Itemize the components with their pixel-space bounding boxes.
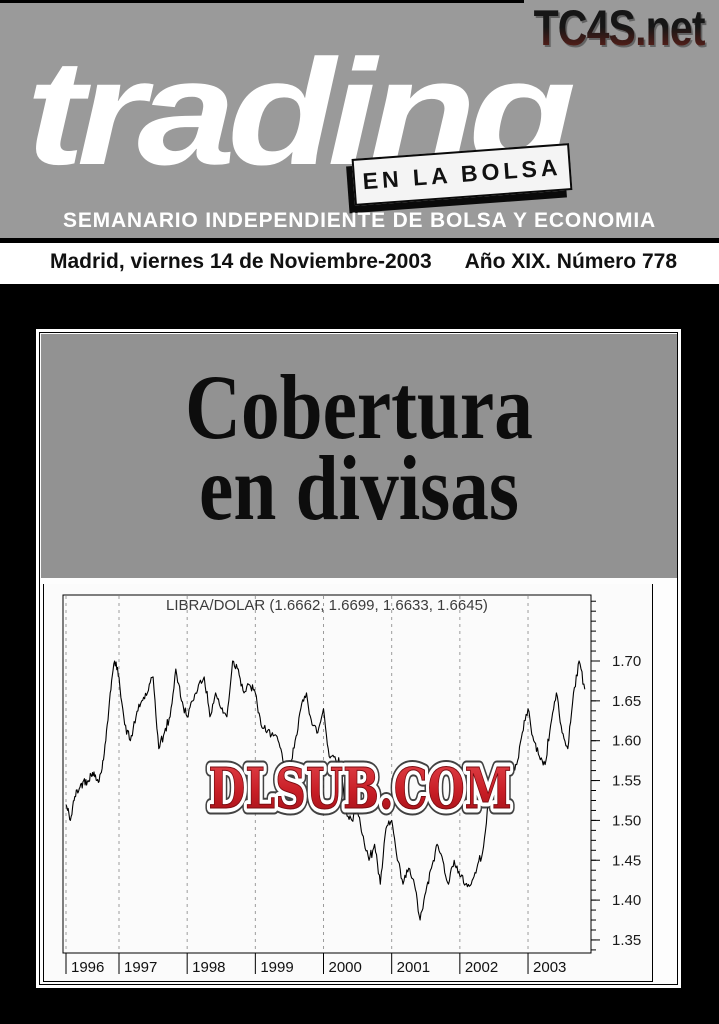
masthead-subtitle: SEMANARIO INDEPENDIENTE DE BOLSA Y ECONO… bbox=[63, 209, 656, 232]
cover-headline-line1: Cobertura bbox=[185, 356, 533, 458]
top-edge-line bbox=[0, 0, 524, 3]
svg-text:1.60: 1.60 bbox=[612, 733, 641, 750]
svg-text:1998: 1998 bbox=[192, 959, 225, 976]
svg-text:LIBRA/DOLAR (1.6662, 1.6699, 1: LIBRA/DOLAR (1.6662, 1.6699, 1.6633, 1.6… bbox=[166, 597, 488, 614]
svg-text:1999: 1999 bbox=[260, 959, 293, 976]
content-frame: Cobertura en divisas LIBRA/DOLAR (1.6662… bbox=[36, 329, 681, 988]
svg-text:1.70: 1.70 bbox=[612, 653, 641, 670]
cover-title-band: Cobertura en divisas bbox=[41, 334, 677, 578]
chart-panel: LIBRA/DOLAR (1.6662, 1.6699, 1.6633, 1.6… bbox=[43, 584, 653, 982]
svg-text:1.55: 1.55 bbox=[612, 773, 641, 790]
svg-text:1996: 1996 bbox=[71, 959, 104, 976]
issue-date: Madrid, viernes 14 de Noviembre-2003 bbox=[50, 250, 432, 273]
logo-tagline-text: EN LA BOLSA bbox=[361, 153, 563, 195]
svg-text:1997: 1997 bbox=[124, 959, 157, 976]
svg-text:2000: 2000 bbox=[329, 959, 362, 976]
dlsub-watermark-outer: DLSUB.COM bbox=[208, 755, 511, 821]
svg-text:1.45: 1.45 bbox=[612, 852, 641, 869]
svg-text:2002: 2002 bbox=[465, 959, 498, 976]
svg-text:1.40: 1.40 bbox=[612, 892, 641, 909]
cover-body: Cobertura en divisas LIBRA/DOLAR (1.6662… bbox=[0, 284, 719, 1024]
tc4s-watermark: TC4S.net bbox=[533, 0, 706, 56]
svg-text:1.65: 1.65 bbox=[612, 693, 641, 710]
masthead: TC4S.net trading EN LA BOLSA SEMANARIO I… bbox=[0, 0, 719, 238]
svg-text:1.50: 1.50 bbox=[612, 812, 641, 829]
svg-text:1.35: 1.35 bbox=[612, 932, 641, 949]
cover-headline-line2: en divisas bbox=[199, 437, 519, 539]
issue-number: Año XIX. Número 778 bbox=[464, 250, 677, 273]
svg-text:2001: 2001 bbox=[397, 959, 430, 976]
header-separator-line bbox=[0, 238, 719, 243]
dlsub-watermark-text: DLSUB.COM bbox=[208, 755, 511, 821]
dlsub-watermark: DLSUB.COM DLSUB.COM DLSUB.COM bbox=[205, 752, 515, 827]
date-bar: Madrid, viernes 14 de Noviembre-2003 Año… bbox=[0, 243, 719, 284]
content-frame-inner: Cobertura en divisas LIBRA/DOLAR (1.6662… bbox=[39, 332, 678, 985]
svg-text:2003: 2003 bbox=[533, 959, 566, 976]
dlsub-watermark-outline: DLSUB.COM bbox=[208, 755, 511, 821]
price-chart-svg: LIBRA/DOLAR (1.6662, 1.6699, 1.6633, 1.6… bbox=[62, 594, 641, 976]
